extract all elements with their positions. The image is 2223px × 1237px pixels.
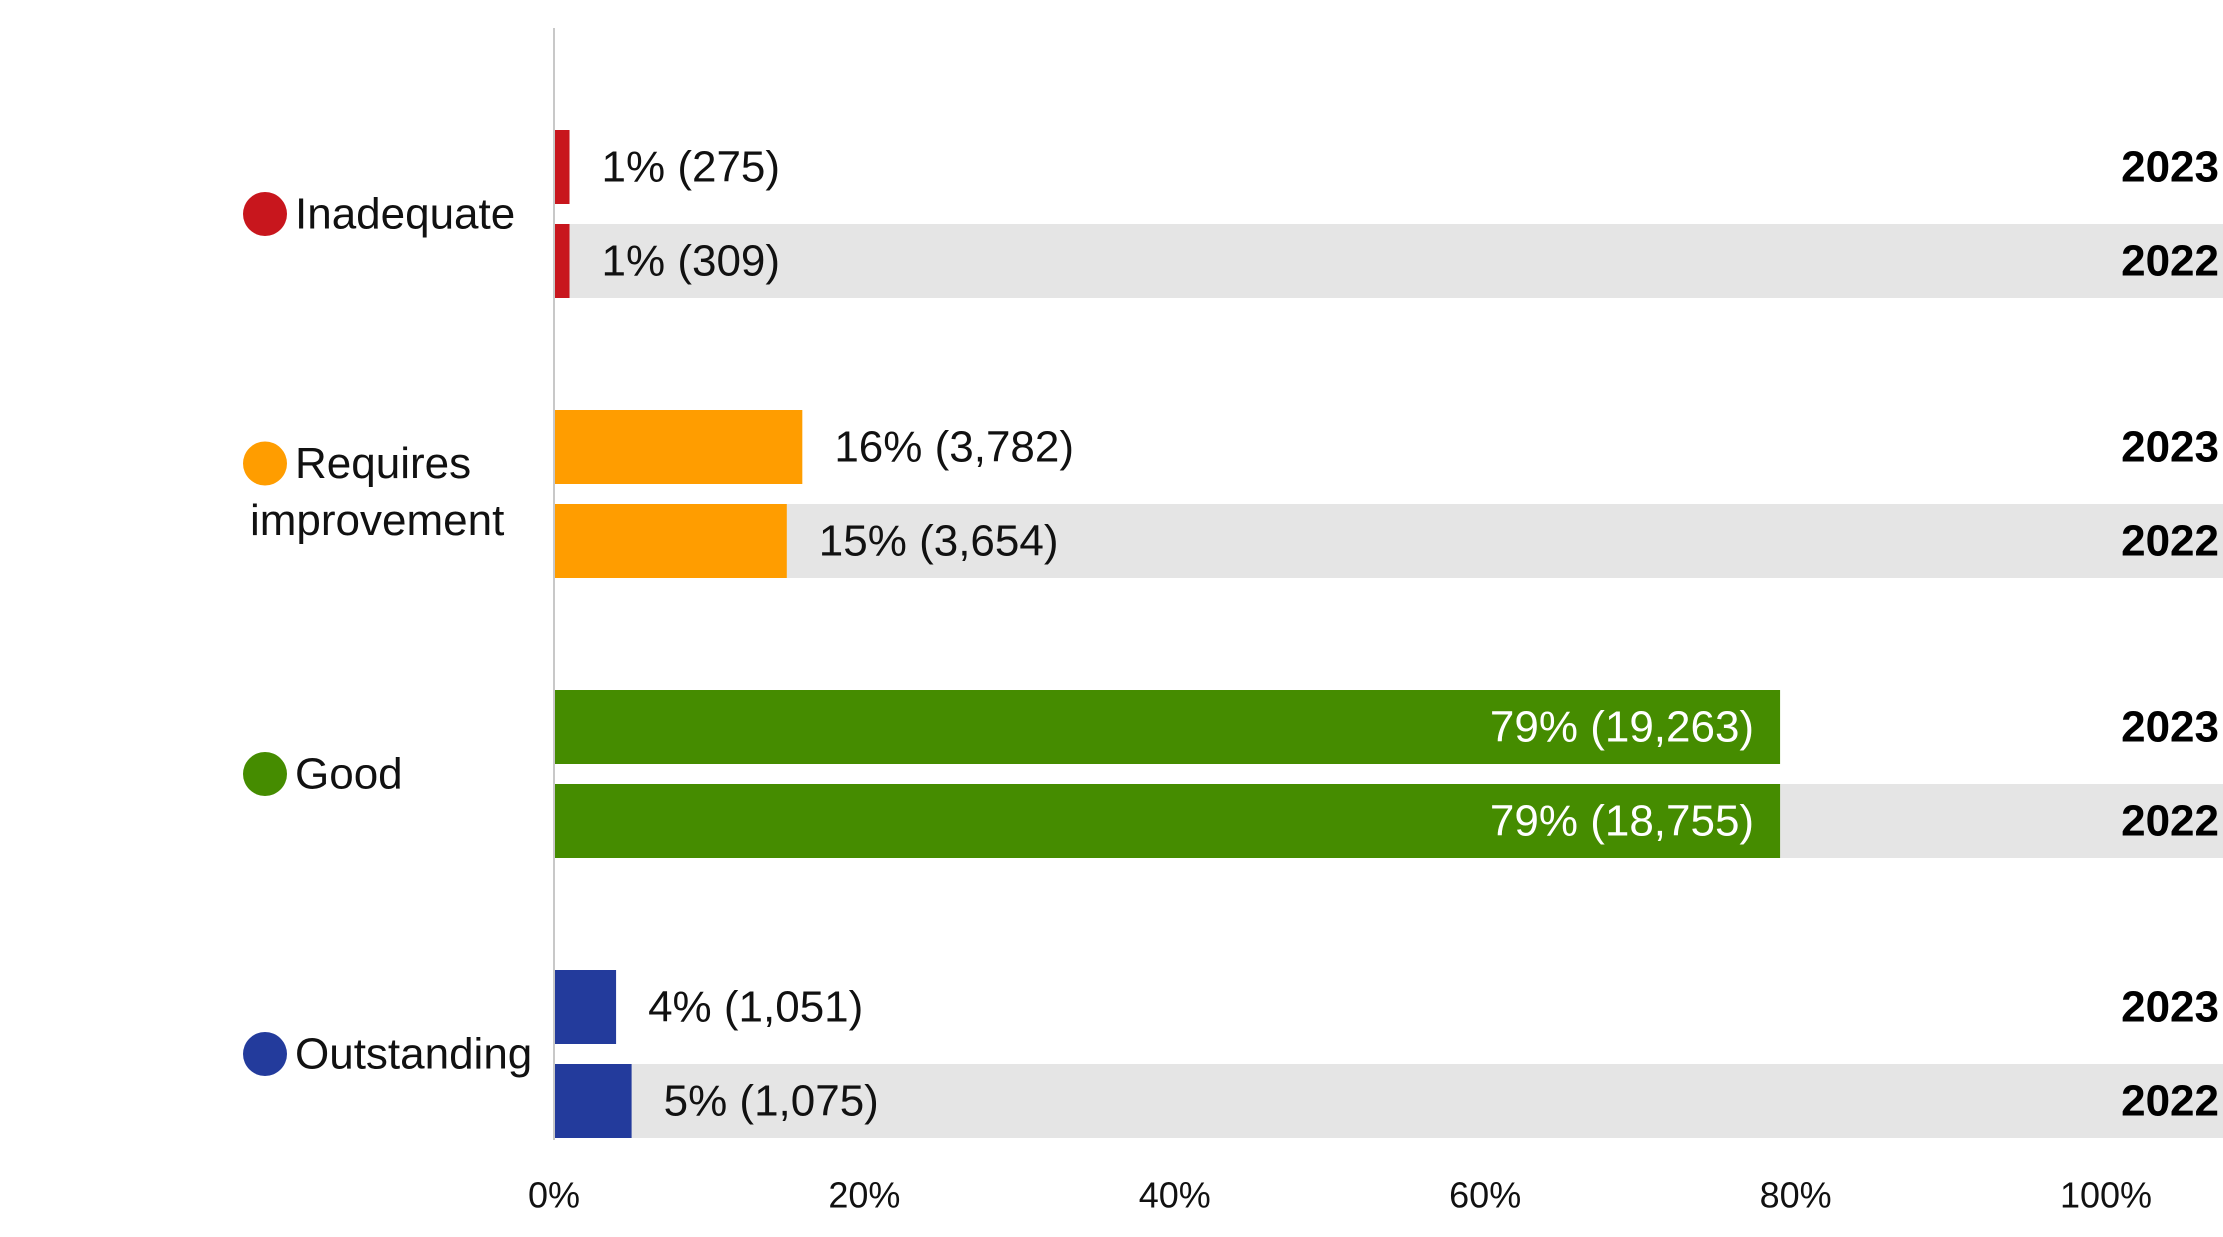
x-tick-label: 100% xyxy=(2060,1175,2152,1216)
value-label: 16% (3,782) xyxy=(834,423,1074,472)
category-labels: Inadequate Requires improvement Good Outstan… xyxy=(243,190,532,1079)
category-label: improvement xyxy=(250,496,504,545)
x-tick-label: 80% xyxy=(1760,1175,1832,1216)
bar-outstanding-2022 xyxy=(554,1064,632,1138)
category-label: Inadequate xyxy=(295,190,515,239)
category-dot-2 xyxy=(243,752,287,796)
year-labels: 2023 2022 2023 2022 2023 2022 2023 2022 xyxy=(2121,143,2219,1126)
x-tick-label: 20% xyxy=(828,1175,900,1216)
year-label: 2022 xyxy=(2121,237,2219,286)
bars xyxy=(554,130,1781,1138)
value-label: 1% (275) xyxy=(602,143,781,192)
year-label: 2022 xyxy=(2121,1077,2219,1126)
value-label: 79% (19,263) xyxy=(1490,703,1754,752)
value-label: 15% (3,654) xyxy=(819,517,1059,566)
category-dot-3 xyxy=(243,1032,287,1076)
year-label: 2023 xyxy=(2121,983,2219,1032)
value-label: 5% (1,075) xyxy=(664,1077,879,1126)
category-label: Outstanding xyxy=(295,1030,532,1079)
bar-inadequate-2022 xyxy=(554,224,570,298)
row-band-2022 xyxy=(554,504,2223,578)
value-label: 4% (1,051) xyxy=(648,983,863,1032)
row-band-2022 xyxy=(554,1064,2223,1138)
bar-inadequate-2023 xyxy=(554,130,570,204)
bar-outstanding-2023 xyxy=(554,970,617,1044)
category-label: Good xyxy=(295,750,403,799)
bar-requires-improvement-2023 xyxy=(554,410,803,484)
value-labels: 1% (275) 1% (309) 16% (3,782) 15% (3,654) 79… xyxy=(602,143,1755,1126)
bar-good-2022 xyxy=(554,784,1781,858)
x-axis-ticks: 0% 20% 40% 60% 80% 100% xyxy=(528,1175,2152,1216)
year-label: 2023 xyxy=(2121,703,2219,752)
year-label: 2022 xyxy=(2121,517,2219,566)
category-dot-0 xyxy=(243,192,287,236)
bar-requires-improvement-2022 xyxy=(554,504,787,578)
row-band-2022 xyxy=(554,224,2223,298)
value-label: 1% (309) xyxy=(602,237,781,286)
category-label: Requires xyxy=(295,439,471,488)
year-label: 2022 xyxy=(2121,797,2219,846)
value-label: 79% (18,755) xyxy=(1490,797,1754,846)
year-label: 2023 xyxy=(2121,423,2219,472)
x-tick-label: 60% xyxy=(1449,1175,1521,1216)
row-bands xyxy=(554,224,2223,1138)
bar-good-2023 xyxy=(554,690,1781,764)
category-dot-1 xyxy=(243,441,287,486)
year-label: 2023 xyxy=(2121,143,2219,192)
x-tick-label: 40% xyxy=(1139,1175,1211,1216)
x-tick-label: 0% xyxy=(528,1175,580,1216)
